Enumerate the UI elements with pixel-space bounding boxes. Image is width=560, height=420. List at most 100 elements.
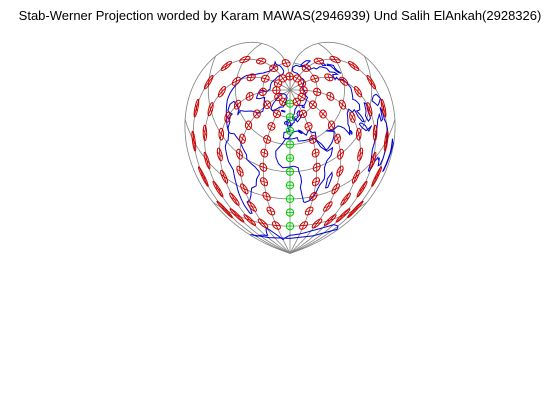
tissot-axis (269, 122, 274, 130)
tissot-indicatrices (191, 55, 389, 231)
tissot-ellipse (207, 102, 214, 117)
tissot-axis (198, 167, 208, 187)
tissot-axis (230, 208, 244, 223)
tissot-axis (339, 149, 342, 159)
tissot-ellipse (311, 177, 320, 187)
tissot-ellipse (260, 148, 269, 158)
tissot-axis (320, 111, 326, 117)
tissot-ellipse (224, 111, 231, 123)
tissot-ellipse (323, 214, 337, 226)
tissot-axis (354, 87, 362, 96)
tissot-ellipse (271, 221, 281, 230)
tissot-axis (311, 77, 319, 80)
tissot-axis (366, 76, 376, 89)
tissot-axis (333, 183, 338, 194)
tissot-ellipse (229, 192, 240, 206)
tissot-axis (204, 76, 214, 89)
tissot-ellipse (218, 127, 224, 141)
tissot-ellipse (329, 56, 341, 64)
tissot-ellipse (369, 151, 377, 170)
tissot-ellipse (356, 180, 368, 198)
tissot-axis (240, 134, 245, 143)
tissot-axis (301, 110, 306, 118)
tissot-ellipse (299, 221, 309, 230)
tissot-ellipse (297, 92, 306, 102)
tissot-axis (213, 181, 223, 197)
tissot-ellipse (256, 57, 267, 65)
tissot-ellipse (274, 92, 283, 102)
tissot-ellipse (193, 98, 200, 118)
tissot-ellipse (301, 64, 311, 72)
tissot-axis (280, 75, 286, 82)
tissot-ellipse (216, 147, 223, 162)
tissot-ellipse (366, 102, 373, 117)
tissot-ellipse (313, 87, 322, 97)
tissot-axis (265, 135, 269, 144)
tissot-ellipse (313, 57, 324, 65)
tissot-ellipse (338, 99, 347, 110)
tissot-ellipse (272, 86, 281, 95)
tissot-axis (249, 201, 255, 212)
tissot-axis (315, 177, 317, 186)
tissot-axis (239, 166, 242, 176)
tissot-axis (218, 87, 226, 96)
tissot-ellipse (191, 130, 197, 152)
coastline (295, 110, 303, 123)
tissot-axis (288, 72, 291, 81)
tissot-ellipse (285, 181, 295, 190)
figure-title: Stab-Werner Projection worded by Karam M… (18, 8, 542, 23)
tissot-axis (234, 101, 241, 108)
tissot-ellipse (203, 151, 211, 170)
tissot-ellipse (356, 127, 362, 141)
tissot-ellipse (285, 167, 295, 176)
tissot-ellipse (380, 98, 387, 118)
tissot-ellipse (204, 75, 214, 90)
tissot-axis (339, 101, 346, 108)
tissot-ellipse (371, 166, 382, 187)
tissot-ellipse (310, 74, 320, 83)
tissot-axis (217, 201, 233, 218)
tissot-ellipse (285, 140, 295, 149)
tissot-ellipse (327, 120, 336, 131)
tissot-axis (263, 149, 266, 157)
tissot-axis (261, 77, 269, 80)
coastline (270, 92, 288, 112)
tissot-ellipse (311, 148, 320, 158)
tissot-ellipse (269, 64, 279, 73)
tissot-axis (314, 59, 323, 63)
tissot-ellipse (351, 169, 360, 184)
tissot-ellipse (263, 100, 272, 109)
tissot-ellipse (272, 109, 281, 119)
tissot-ellipse (245, 91, 254, 101)
tissot-axis (203, 125, 206, 140)
tissot-axis (325, 201, 331, 212)
tissot-axis (263, 102, 271, 108)
tissot-axis (307, 206, 311, 216)
tissot-axis (274, 221, 279, 230)
tissot-ellipse (253, 109, 261, 119)
tissot-axis (312, 192, 315, 201)
tissot-axis (374, 125, 377, 140)
tissot-ellipse (292, 97, 301, 107)
tissot-ellipse (236, 165, 244, 177)
tissot-ellipse (334, 133, 341, 144)
tissot-ellipse (240, 183, 249, 195)
tissot-ellipse (324, 73, 334, 82)
tissot-ellipse (285, 99, 295, 108)
coastline (382, 153, 391, 172)
tissot-ellipse (198, 166, 209, 187)
tissot-ellipse (323, 201, 333, 212)
tissot-ellipse (348, 61, 360, 72)
tissot-ellipse (319, 109, 327, 119)
tissot-axis (193, 99, 199, 117)
tissot-ellipse (285, 153, 295, 163)
tissot-ellipse (349, 111, 356, 123)
tissot-ellipse (258, 87, 267, 97)
tissot-axis (294, 98, 299, 106)
tissot-ellipse (372, 124, 378, 142)
tissot-ellipse (285, 221, 295, 231)
tissot-axis (225, 113, 231, 122)
tissot-ellipse (233, 99, 242, 110)
tissot-ellipse (273, 79, 283, 88)
